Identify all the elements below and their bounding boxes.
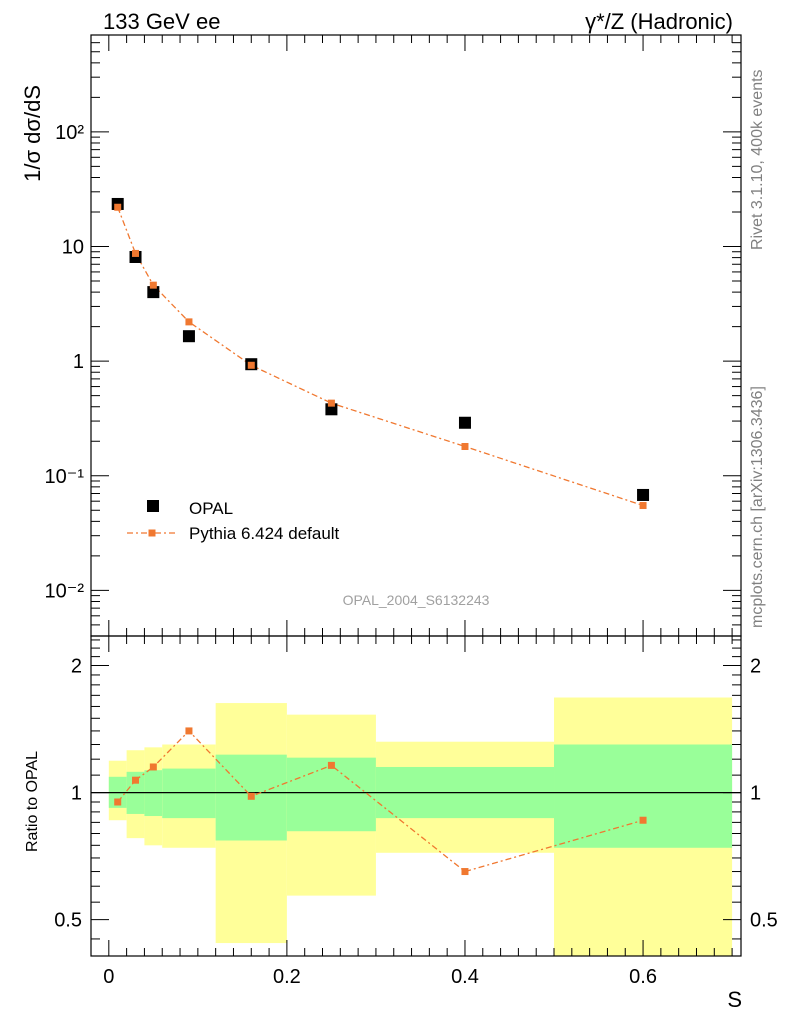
uncertainty-band-inner	[162, 768, 216, 819]
main-y-tick-label: 1	[73, 351, 84, 373]
mc-data-point	[185, 318, 193, 326]
ratio-y-ticks: 0.5 0.5 1 1 2 2	[54, 639, 778, 940]
opal-data-point	[458, 416, 471, 429]
uncertainty-band-inner	[554, 744, 733, 848]
ratio-data-point	[639, 816, 647, 824]
mc-data-point	[327, 399, 335, 407]
ratio-y-tick-label: 1	[71, 783, 82, 805]
ratio-x-ticks: 0 0.2 0.4 0.6	[103, 636, 733, 988]
main-y-tick-label: 10⁻¹	[45, 466, 85, 488]
opal-data-point	[637, 488, 650, 501]
main-marks	[111, 197, 650, 510]
ratio-y-tick-label: 2	[71, 656, 82, 678]
rivet-label: Rivet 3.1.10, 400k events	[749, 69, 766, 250]
mc-series-line	[117, 207, 644, 507]
opal-data-point	[182, 330, 195, 343]
x-tick-label: 0	[103, 966, 114, 988]
mc-data-point	[149, 281, 157, 289]
ratio-data-point	[327, 761, 335, 769]
x-tick-label: 0.2	[273, 966, 301, 988]
ratio-y-tick-label-right: 1	[750, 783, 761, 805]
ratio-data-point	[247, 792, 255, 800]
x-tick-label: 0.6	[629, 966, 657, 988]
ratio-data-point	[132, 776, 140, 784]
main-panel: 10⁻² 10⁻¹ 1 10 10² 1/σ dσ/dS OPAL_2004_S6132…	[20, 34, 742, 637]
mc-data-point	[461, 442, 469, 450]
ratio-data-point	[185, 727, 193, 735]
main-y-tick-label: 10	[62, 237, 84, 259]
ratio-bands	[108, 697, 733, 956]
main-y-tick-label: 10⁻²	[45, 580, 85, 602]
legend-mc-label: Pythia 6.424 default	[189, 524, 340, 543]
mc-data-point	[639, 502, 647, 510]
ratio-frame	[90, 635, 742, 957]
ratio-y-tick-label: 0.5	[54, 910, 82, 932]
header-right: γ*/Z (Hadronic)	[585, 9, 733, 34]
mc-data-point	[114, 203, 122, 211]
legend-opal-marker	[147, 500, 159, 512]
ratio-data-point	[114, 798, 122, 806]
uncertainty-band-inner	[286, 757, 376, 832]
mc-data-point	[132, 249, 140, 257]
ratio-y-tick-label-right: 2	[750, 656, 761, 678]
ratio-data-point	[461, 868, 469, 876]
ratio-panel: 0.5 0.5 1 1 2 2 0 0.2 0.4 0.6 Ratio to OPAL S	[24, 635, 778, 1012]
ratio-ylabel: Ratio to OPAL	[24, 751, 41, 852]
main-x-ticks	[108, 35, 733, 636]
x-axis-label: S	[727, 987, 742, 1012]
main-ylabel: 1/σ dσ/dS	[20, 85, 45, 182]
ratio-marks	[114, 727, 647, 876]
legend: OPAL Pythia 6.424 default	[127, 499, 340, 543]
header-left: 133 GeV ee	[103, 9, 220, 34]
mc-data-point	[247, 361, 255, 369]
main-y-ticks: 10⁻² 10⁻¹ 1 10 10²	[45, 34, 741, 637]
opal-data-point	[147, 286, 160, 299]
legend-opal-label: OPAL	[189, 499, 233, 518]
legend-mc-marker	[148, 529, 156, 537]
watermark-label: OPAL_2004_S6132243	[343, 592, 490, 608]
main-y-tick-label: 10²	[55, 122, 84, 144]
ratio-data-point	[149, 763, 157, 771]
x-tick-label: 0.4	[451, 966, 479, 988]
mcplots-label: mcplots.cern.ch [arXiv:1306.3436]	[749, 386, 766, 628]
ratio-y-tick-label-right: 0.5	[750, 910, 778, 932]
